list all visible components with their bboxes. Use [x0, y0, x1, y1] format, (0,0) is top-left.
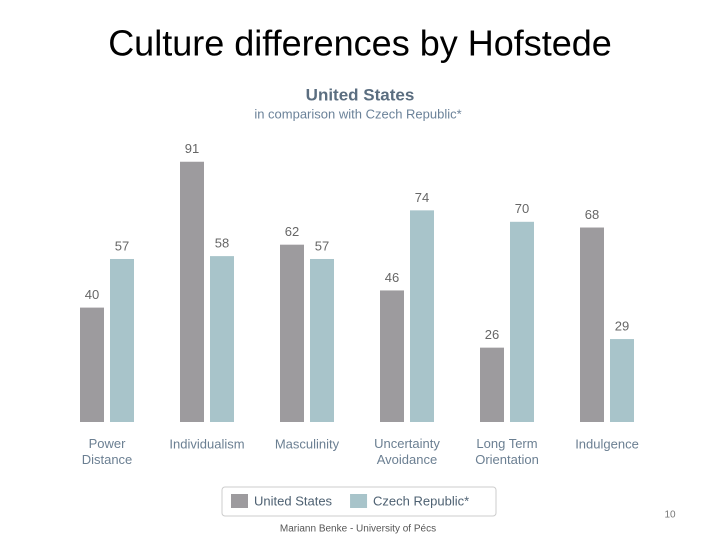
- value-label: 57: [115, 238, 129, 253]
- x-tick-label: Uncertainty Avoidance: [374, 436, 440, 467]
- value-label: 26: [485, 327, 499, 342]
- bar: [610, 339, 634, 422]
- bar: [580, 227, 604, 422]
- bar: [110, 258, 134, 422]
- value-label: 91: [185, 141, 199, 156]
- bar: [80, 307, 104, 422]
- chart-title: United States: [306, 85, 415, 104]
- value-label: 46: [385, 270, 399, 285]
- x-tick-label: Masculinity: [275, 436, 340, 451]
- value-label: 57: [315, 238, 329, 253]
- bar: [310, 258, 334, 422]
- bar: [210, 256, 234, 422]
- footer: Mariann Benke - University of Pécs: [280, 524, 436, 535]
- legend-swatch: [231, 494, 248, 508]
- x-tick-label: Long Term Orientation: [475, 436, 539, 467]
- bar: [380, 290, 404, 422]
- x-tick-label: Power Distance: [82, 436, 133, 467]
- value-label: 62: [285, 224, 299, 239]
- bar: [410, 210, 434, 422]
- slide-title: Culture differences by Hofstede: [108, 23, 612, 64]
- value-label: 29: [615, 318, 629, 333]
- value-label: 68: [585, 207, 599, 222]
- x-tick-label: Indulgence: [575, 436, 639, 451]
- bar: [510, 221, 534, 422]
- bar: [480, 347, 504, 422]
- page-number: 10: [664, 510, 676, 521]
- value-label: 40: [85, 287, 99, 302]
- legend-swatch: [350, 494, 368, 508]
- bar: [280, 244, 304, 422]
- legend-label: Czech Republic*: [373, 493, 469, 508]
- bar: [180, 161, 204, 423]
- value-label: 70: [515, 201, 529, 216]
- chart-subtitle: in comparison with Czech Republic*: [254, 106, 461, 121]
- legend-label: United States: [254, 493, 333, 508]
- x-tick-label: Individualism: [169, 436, 244, 451]
- value-label: 58: [215, 236, 229, 251]
- value-label: 74: [415, 190, 429, 205]
